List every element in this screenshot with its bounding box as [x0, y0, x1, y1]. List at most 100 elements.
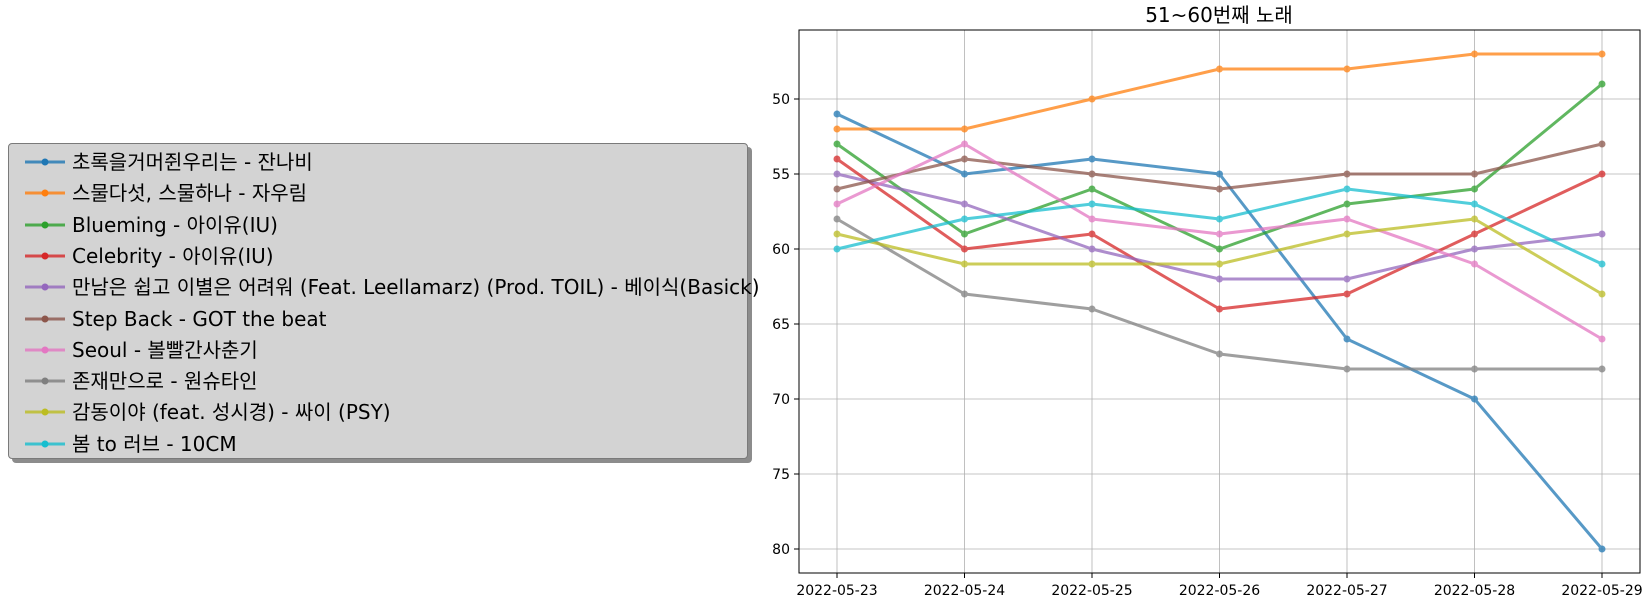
- data-point: [1343, 200, 1351, 208]
- legend-swatch: [25, 440, 65, 448]
- data-point: [1088, 245, 1096, 253]
- data-point: [833, 170, 841, 178]
- legend-label: 존재만으로 - 원슈타인: [72, 369, 258, 394]
- data-point: [1343, 335, 1351, 343]
- data-point: [1471, 395, 1478, 403]
- series-layer: [833, 50, 1606, 553]
- grid: [799, 30, 1640, 573]
- legend-swatch: [25, 189, 65, 197]
- data-point: [1471, 50, 1478, 58]
- data-point: [1088, 230, 1096, 238]
- legend-label: 감동이야 (feat. 성시경) - 싸이 (PSY): [72, 400, 391, 425]
- legend-swatch: [25, 377, 65, 385]
- legend-label: Step Back - GOT the beat: [72, 306, 327, 331]
- data-point: [1088, 95, 1096, 103]
- data-point: [1598, 230, 1606, 238]
- data-point: [1216, 185, 1223, 193]
- legend-item: 스물다섯, 스물하나 - 자우림: [9, 180, 747, 210]
- data-point: [961, 155, 968, 163]
- data-point: [833, 185, 841, 193]
- data-point: [1598, 140, 1606, 148]
- series-2: [833, 80, 1606, 253]
- data-point: [1343, 230, 1351, 238]
- series-5: [833, 140, 1606, 193]
- data-point: [1598, 260, 1606, 268]
- legend-label: Seoul - 볼빨간사춘기: [72, 337, 258, 362]
- data-point: [961, 140, 968, 148]
- legend-item: Step Back - GOT the beat: [9, 306, 747, 336]
- data-point: [833, 110, 841, 118]
- series-0: [833, 110, 1606, 553]
- data-point: [961, 215, 968, 223]
- data-point: [1471, 260, 1478, 268]
- data-point: [1216, 275, 1223, 283]
- data-point: [1343, 170, 1351, 178]
- series-3: [833, 155, 1606, 313]
- series-4: [833, 170, 1606, 283]
- data-point: [1216, 215, 1223, 223]
- legend-label: 초록을거머쥔우리는 - 잔나비: [72, 150, 313, 174]
- legend-swatch: [25, 252, 65, 260]
- data-point: [1598, 80, 1606, 88]
- data-point: [1216, 260, 1223, 268]
- data-point: [1088, 200, 1096, 208]
- series-9: [833, 185, 1606, 268]
- legend-item: 존재만으로 - 원슈타인: [9, 368, 747, 398]
- data-point: [1088, 305, 1096, 313]
- data-point: [833, 200, 841, 208]
- legend-swatch: [25, 346, 65, 354]
- data-point: [1343, 215, 1351, 223]
- legend-item: 초록을거머쥔우리는 - 잔나비: [9, 149, 747, 179]
- data-point: [1088, 155, 1096, 163]
- data-point: [833, 215, 841, 223]
- data-point: [961, 230, 968, 238]
- series-6: [833, 140, 1606, 343]
- y-tick-label: 50: [772, 92, 790, 108]
- data-point: [1216, 305, 1223, 313]
- data-point: [1216, 245, 1223, 253]
- data-point: [1598, 170, 1606, 178]
- data-point: [1471, 365, 1478, 373]
- data-point: [1471, 230, 1478, 238]
- data-point: [961, 125, 968, 133]
- data-point: [1343, 65, 1351, 73]
- tick-layer: 2022-05-23 2022-05-24 2022-05-25 2022-05-26…: [772, 92, 1643, 599]
- chart-title: 51~60번째 노래: [1145, 3, 1293, 27]
- data-point: [1216, 350, 1223, 358]
- data-point: [1471, 245, 1478, 253]
- data-point: [833, 245, 841, 253]
- series-1: [833, 50, 1606, 133]
- legend-item: Celebrity - 아이유(IU): [9, 243, 747, 273]
- data-point: [1471, 200, 1478, 208]
- data-point: [1088, 215, 1096, 223]
- data-point: [833, 125, 841, 133]
- legend-swatch: [25, 158, 65, 166]
- data-point: [1598, 50, 1606, 58]
- y-tick-label: 70: [772, 392, 790, 408]
- data-point: [961, 260, 968, 268]
- legend-item: Seoul - 볼빨간사춘기: [9, 337, 747, 367]
- data-point: [1598, 290, 1606, 298]
- x-tick-label: 2022-05-26: [1179, 583, 1260, 599]
- series-7: [833, 215, 1606, 373]
- data-point: [1471, 215, 1478, 223]
- x-tick-label: 2022-05-27: [1306, 583, 1387, 599]
- legend-label: Blueming - 아이유(IU): [72, 212, 278, 237]
- data-point: [961, 245, 968, 253]
- y-tick-label: 55: [772, 167, 790, 183]
- series-8: [833, 215, 1606, 298]
- y-tick-label: 60: [772, 242, 790, 258]
- data-point: [833, 155, 841, 163]
- legend-swatch: [25, 408, 65, 416]
- data-point: [1216, 170, 1223, 178]
- data-point: [961, 290, 968, 298]
- legend-label: 스물다섯, 스물하나 - 자우림: [72, 181, 308, 206]
- x-tick-label: 2022-05-23: [796, 583, 877, 599]
- data-point: [1216, 65, 1223, 73]
- data-point: [1598, 335, 1606, 343]
- x-tick-label: 2022-05-25: [1051, 583, 1132, 599]
- legend-label: 만남은 쉽고 이별은 어려워 (Feat. Leellamarz) (Prod.…: [72, 275, 760, 300]
- legend-label: 봄 to 러브 - 10CM: [72, 431, 237, 456]
